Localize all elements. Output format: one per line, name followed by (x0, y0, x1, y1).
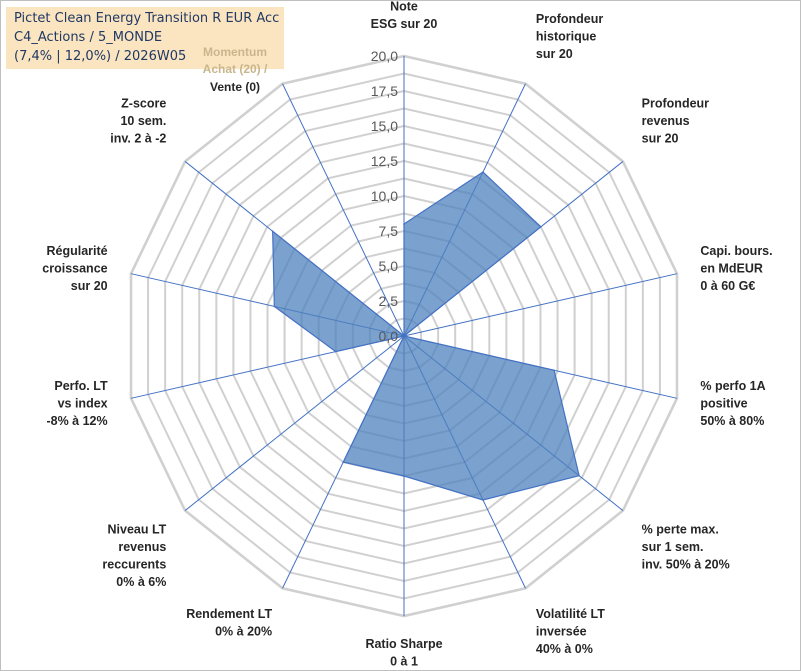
data-point (403, 223, 405, 225)
title-box: Pictet Clean Energy Transition R EUR Acc… (6, 7, 284, 69)
tick-label: 12,5 (371, 153, 398, 169)
tick-label: 17,5 (371, 83, 398, 99)
momentum-label-line2: Achat (20) / (202, 62, 268, 76)
fund-name: Pictet Clean Energy Transition R EUR Acc (14, 11, 280, 26)
axis-label: Perfo. LT vs index -8% à 12% (46, 379, 108, 428)
data-point (273, 305, 276, 308)
tick-label: 15,0 (371, 118, 398, 134)
data-point (403, 335, 405, 337)
momentum-label-line3: Vente (0) (209, 80, 260, 94)
data-point (578, 474, 580, 477)
axis-label: % perfo 1A positive 50% à 80% (700, 379, 765, 428)
data-point (403, 475, 405, 477)
tick-label: 10,0 (371, 188, 398, 204)
data-point (553, 369, 555, 372)
tick-label: 2,5 (379, 293, 399, 309)
axis-label: Rendement LT 0% à 20% (186, 607, 272, 639)
axis-label: Régularité croissance sur 20 (42, 244, 107, 293)
axis-label: Ratio Sharpe 0 à 1 (365, 637, 442, 669)
series-area (272, 171, 580, 501)
data-point (482, 171, 484, 173)
axis-label: Profondeur historique sur 20 (536, 12, 603, 61)
tick-label: 7,5 (379, 223, 399, 239)
fund-category: C4_Actions / 5_MONDE (14, 30, 163, 45)
data-point (342, 461, 345, 463)
axis-label: Capi. bours. en MdEUR 0 à 60 G€ (700, 244, 772, 293)
tick-label: 0,0 (379, 328, 399, 344)
momentum-label-line1: Momentum (203, 45, 267, 59)
axis-spoke (403, 273, 678, 337)
axis-label: Profondeur revenus sur 20 (642, 96, 709, 145)
data-point (482, 499, 484, 501)
axis-label: Volatilité LT inversée 40% à 0% (536, 607, 605, 656)
axis-spoke (184, 335, 405, 511)
data-point (334, 350, 337, 353)
axis-label: % perte max. sur 1 sem. inv. 50% à 20% (642, 523, 730, 572)
data-point (540, 226, 542, 228)
fund-stats: (7,4% | 12,0%) / 2026W05 (14, 49, 187, 64)
tick-label: 5,0 (379, 258, 399, 274)
tick-label: 20,0 (371, 48, 398, 64)
axis-label: Note ESG sur 20 (371, 1, 438, 31)
axis-label: Z-score 10 sem. inv. 2 à -2 (110, 96, 166, 145)
data-point (271, 230, 274, 233)
axis-spoke (282, 83, 405, 337)
axis-label: Niveau LT revenus reccurents 0% à 6% (102, 523, 166, 590)
